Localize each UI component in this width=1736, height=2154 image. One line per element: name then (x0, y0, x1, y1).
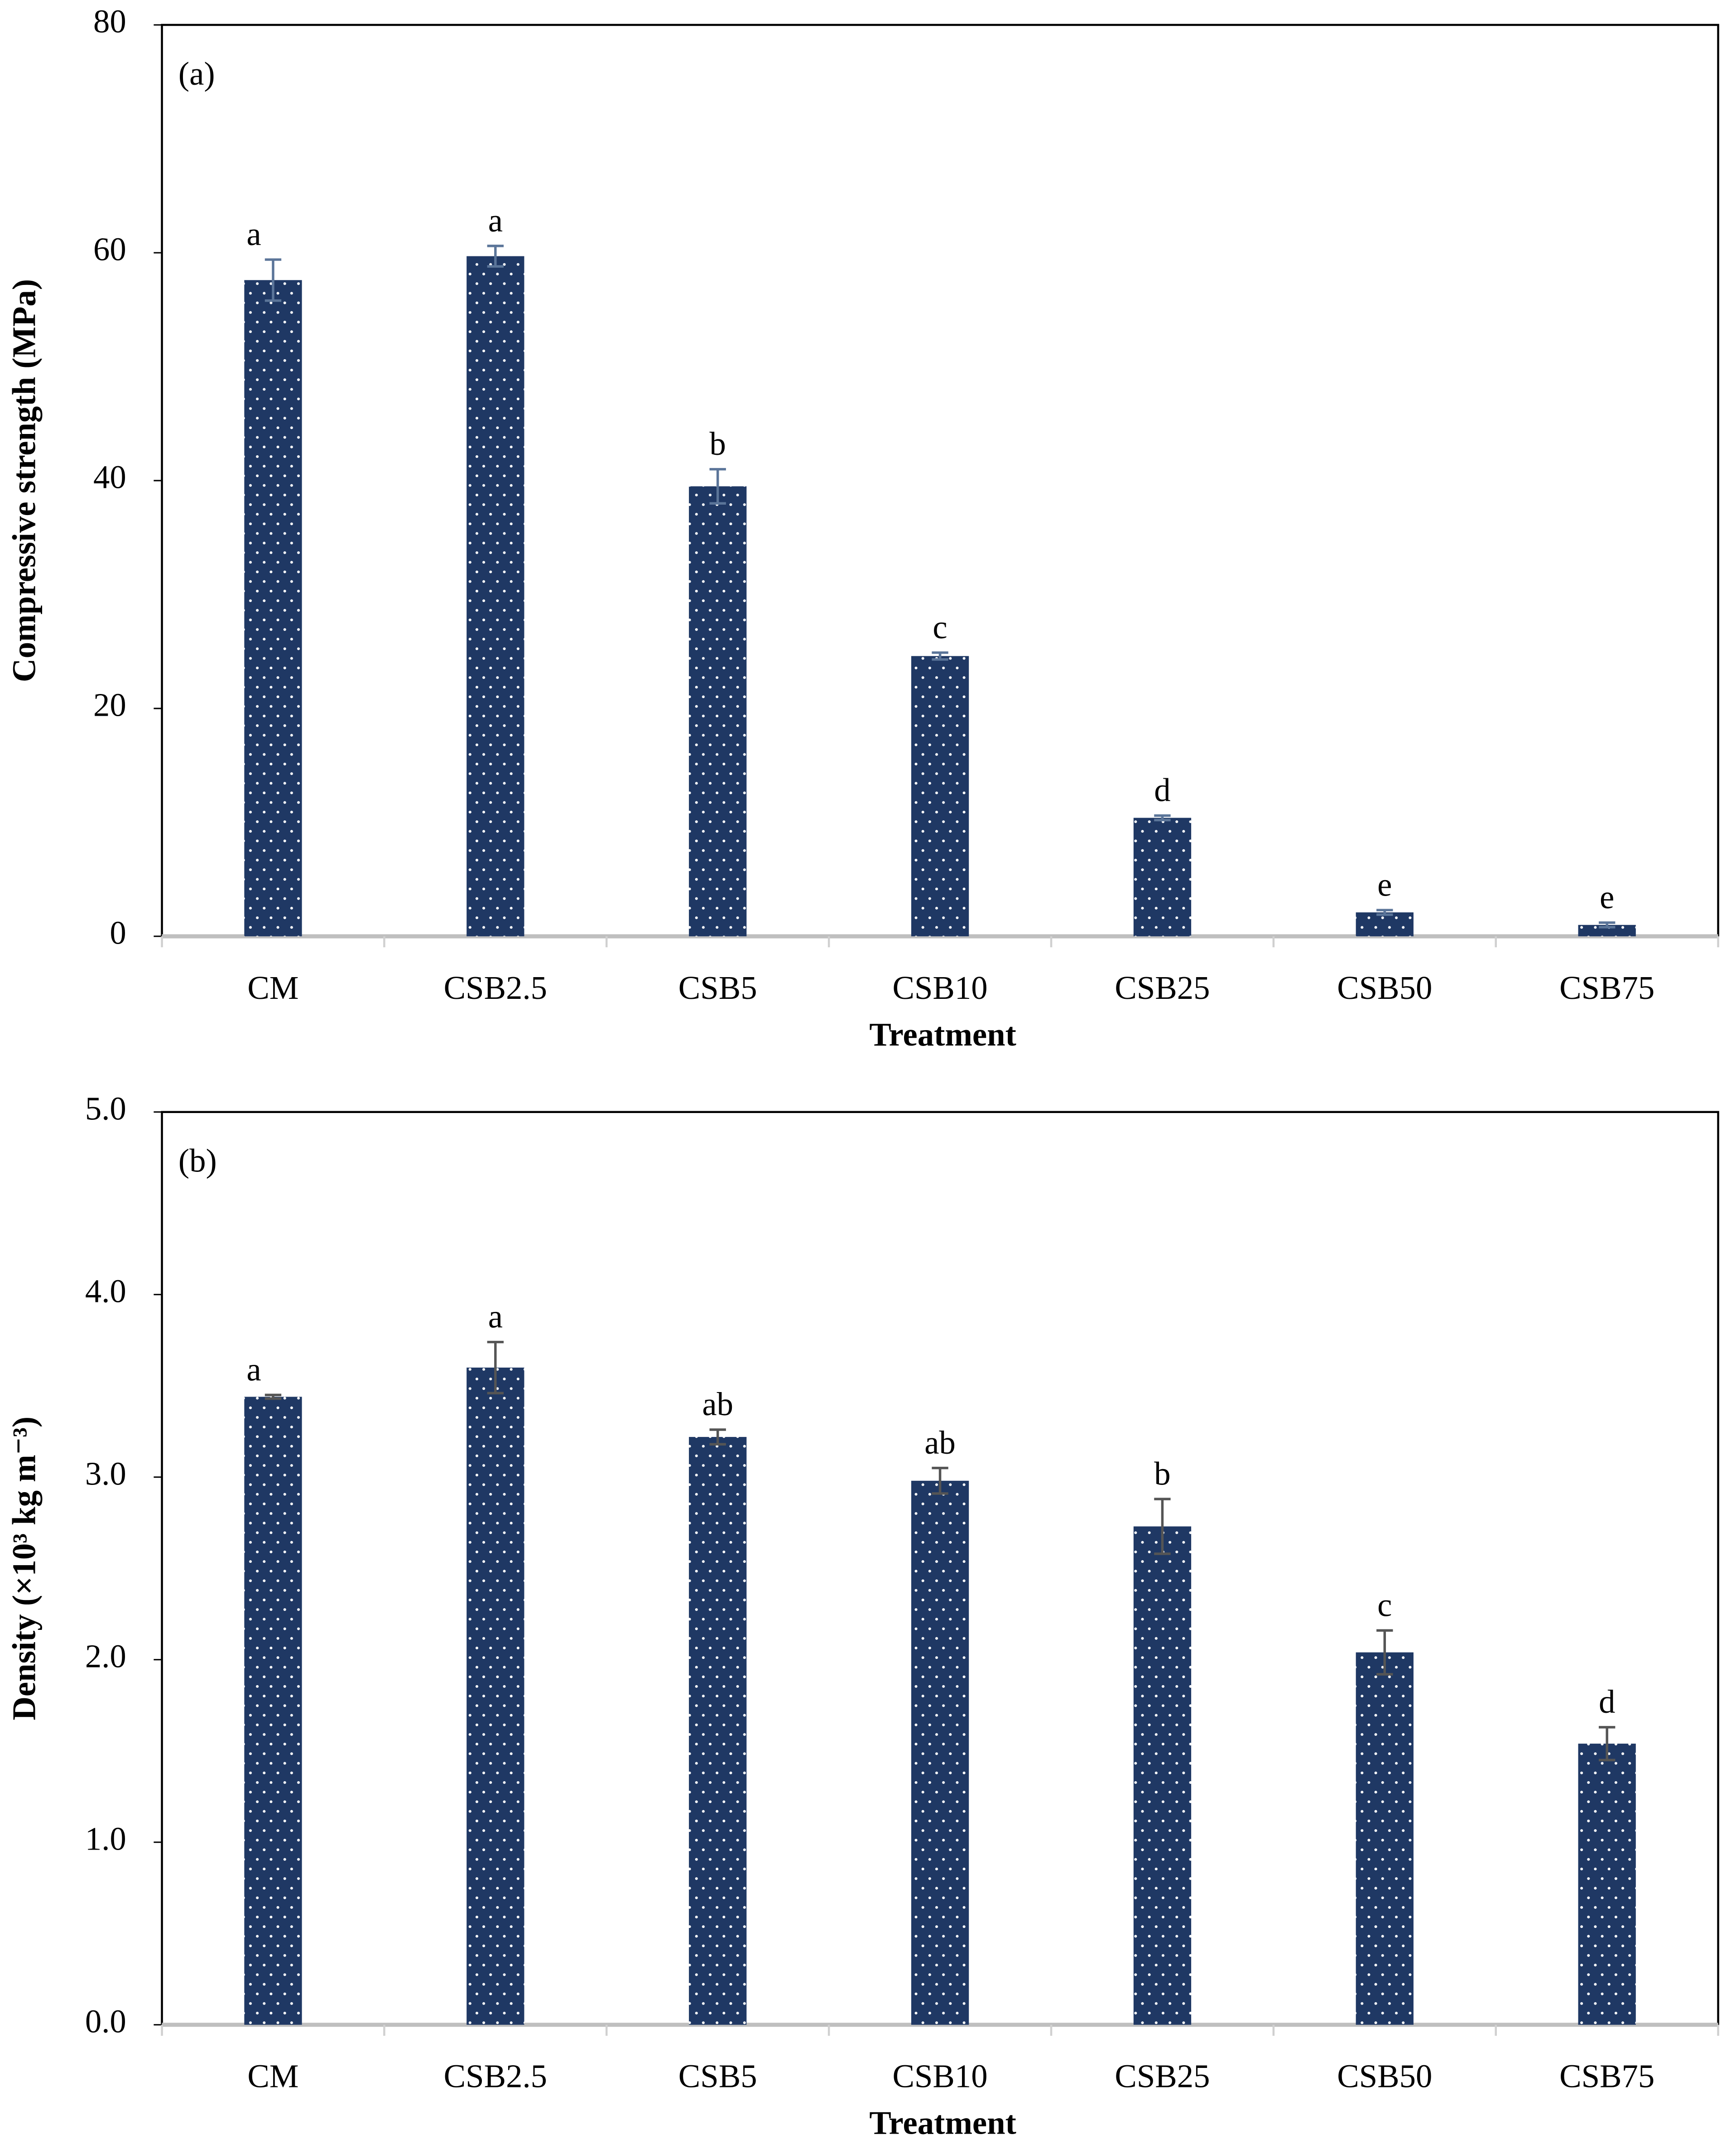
panel-label: (a) (178, 55, 215, 92)
x-tick-label: CSB10 (892, 2058, 987, 2095)
significance-letter: a (488, 202, 503, 239)
significance-letter: e (1377, 866, 1392, 903)
error-bar (1598, 921, 1616, 929)
significance-letter: d (1154, 772, 1170, 809)
x-tick-label: CSB75 (1559, 969, 1654, 1006)
error-bar (487, 245, 504, 268)
error-bar (709, 1428, 726, 1446)
significance-letter: b (710, 425, 726, 462)
bar (244, 1397, 302, 2025)
error-bar (264, 1393, 282, 1400)
error-bar (487, 1340, 504, 1395)
bar (689, 486, 747, 936)
error-bar (1376, 1629, 1393, 1676)
y-tick-label: 0 (110, 915, 126, 951)
error-bar (1154, 814, 1171, 822)
y-tick-label: 60 (93, 231, 126, 268)
bar (244, 280, 302, 936)
significance-letter: c (933, 609, 947, 646)
y-tick-label: 80 (93, 3, 126, 40)
significance-letter: ab (924, 1424, 956, 1461)
y-tick-label: 0.0 (85, 2003, 126, 2039)
x-tick-label: CSB5 (678, 2058, 757, 2095)
x-tick-label: CSB50 (1337, 969, 1432, 1006)
bar (466, 1367, 524, 2025)
y-axis-label: Compressive strength (MPa) (5, 279, 42, 682)
y-tick-label: 5.0 (85, 1090, 126, 1127)
x-axis-label: Treatment (869, 1016, 1016, 1053)
error-bar (1154, 1498, 1171, 1555)
bar (1356, 912, 1414, 936)
y-tick-label: 3.0 (85, 1455, 126, 1492)
error-bar (1598, 1726, 1616, 1762)
y-tick-label: 40 (93, 459, 126, 496)
x-tick-label: CM (247, 969, 298, 1006)
bar (1133, 818, 1192, 936)
x-tick-label: CSB2.5 (444, 969, 547, 1006)
bar (1356, 1652, 1414, 2025)
x-tick-label: CSB5 (678, 969, 757, 1006)
y-tick-label: 20 (93, 687, 126, 723)
error-bar (1376, 909, 1393, 916)
significance-letter: a (246, 1351, 261, 1388)
significance-letter: a (246, 216, 261, 252)
error-bar (932, 1466, 948, 1495)
bar (911, 656, 969, 936)
panel-label: (b) (178, 1142, 217, 1179)
significance-letter: ab (702, 1386, 733, 1422)
error-bar (932, 651, 948, 661)
bar (689, 1437, 747, 2025)
x-tick-label: CSB75 (1559, 2058, 1654, 2095)
bar (466, 256, 524, 936)
y-tick-label: 4.0 (85, 1272, 126, 1309)
x-tick-label: CSB10 (892, 969, 987, 1006)
error-bar (264, 258, 282, 302)
significance-letter: d (1599, 1683, 1615, 1720)
significance-letter: c (1377, 1586, 1392, 1623)
significance-letter: a (488, 1298, 503, 1335)
y-axis-label: Density (×10³ kg m⁻³) (5, 1417, 42, 1720)
x-tick-label: CSB2.5 (444, 2058, 547, 2095)
bar (911, 1480, 969, 2025)
significance-letter: e (1600, 879, 1614, 916)
x-tick-label: CM (247, 2058, 298, 2095)
x-tick-label: CSB50 (1337, 2058, 1432, 2095)
x-tick-label: CSB25 (1115, 2058, 1210, 2095)
x-tick-label: CSB25 (1115, 969, 1210, 1006)
x-axis-label: Treatment (869, 2105, 1016, 2141)
y-tick-label: 1.0 (85, 1820, 126, 1857)
bar (1133, 1526, 1192, 2025)
error-bar (709, 468, 726, 505)
bar (1578, 1744, 1636, 2025)
significance-letter: b (1154, 1455, 1170, 1492)
y-tick-label: 2.0 (85, 1638, 126, 1674)
